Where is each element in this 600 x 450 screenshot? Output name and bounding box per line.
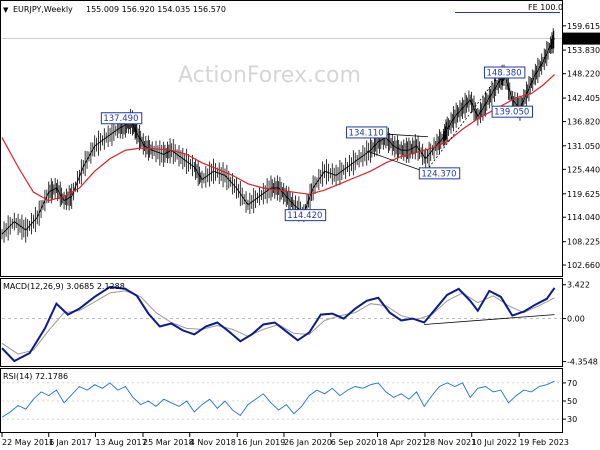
price-tick-label: 148.220 xyxy=(567,70,600,79)
macd-tick-label: 3.422 xyxy=(567,281,590,290)
macd-tick-label: -4.3548 xyxy=(567,358,598,367)
x-tick-label: 22 May 2016 xyxy=(2,438,54,447)
moving-average-line xyxy=(1,74,555,202)
price-panel xyxy=(0,0,563,277)
x-tick-label: 1 Jan 2017 xyxy=(49,438,92,447)
x-tick-label: 28 Nov 2021 xyxy=(425,438,476,447)
x-tick-label: 26 Jan 2020 xyxy=(284,438,332,447)
chart-menu-arrow-icon[interactable]: ▼ xyxy=(3,6,9,14)
x-tick-label: 16 Jun 2019 xyxy=(237,438,285,447)
current-price-label: 156.570 xyxy=(566,35,599,44)
annotation-label: 124.370 xyxy=(421,169,456,179)
rsi-line xyxy=(1,380,555,418)
annotation-box xyxy=(491,105,534,118)
price-tick-label: 108.225 xyxy=(567,238,600,247)
price-tick-label: 119.625 xyxy=(567,190,600,199)
macd-panel xyxy=(0,278,563,367)
price-tick-label: 153.830 xyxy=(567,46,600,55)
price-tick-label: 131.050 xyxy=(567,142,600,151)
x-tick-label: 13 Aug 2017 xyxy=(95,438,146,447)
watermark: ActionForex.com xyxy=(178,63,361,88)
annotation-label: 148.380 xyxy=(486,69,521,79)
fe-label: FE 100.0 xyxy=(528,3,563,12)
annotation-label: 137.490 xyxy=(103,114,138,124)
current-price-box xyxy=(563,32,600,45)
price-tick-label: 142.405 xyxy=(567,94,600,103)
x-tick-label: 19 Feb 2023 xyxy=(519,438,569,447)
price-tick-label: 102.660 xyxy=(567,261,600,270)
rsi-tick-label: 70 xyxy=(567,379,577,388)
annotation-box xyxy=(100,112,143,125)
x-tick-label: 18 Apr 2021 xyxy=(377,438,426,447)
annotation-label: 139.050 xyxy=(494,108,529,118)
macd-line xyxy=(1,285,556,363)
x-tick-label: 10 Jul 2022 xyxy=(472,438,517,447)
price-tick-label: 114.040 xyxy=(567,213,600,222)
macd-title: MACD(12,26,9) 3.0685 2.1288 xyxy=(3,282,125,291)
price-tick-label: 159.615 xyxy=(567,22,600,31)
triangle-lower-line xyxy=(366,150,429,174)
rsi-panel xyxy=(0,368,563,433)
price-tick-label: 136.820 xyxy=(567,118,600,127)
projection-dashed-line xyxy=(423,72,502,174)
rsi-title: RSI(14) 72.1786 xyxy=(3,372,68,381)
rsi-tick-label: 50 xyxy=(567,397,577,406)
annotation-box xyxy=(284,209,327,222)
x-tick-label: 25 Mar 2018 xyxy=(143,438,194,447)
annotation-box xyxy=(483,66,526,79)
ohlc-values: 155.009 156.920 154.035 156.570 xyxy=(86,5,226,14)
macd-trendline xyxy=(424,314,555,325)
annotation-label: 114.420 xyxy=(287,211,322,221)
macd-tick-label: 0.00 xyxy=(567,315,585,324)
x-tick-label: 6 Sep 2020 xyxy=(331,438,377,447)
annotation-label: 134.110 xyxy=(349,128,384,138)
annotation-box xyxy=(418,167,461,180)
price-tick-label: 125.440 xyxy=(567,165,600,174)
x-tick-label: 4 Nov 2018 xyxy=(190,438,236,447)
symbol-label: EURJPY,Weekly xyxy=(13,5,73,14)
annotation-box xyxy=(346,126,388,139)
rsi-tick-label: 30 xyxy=(567,415,577,424)
